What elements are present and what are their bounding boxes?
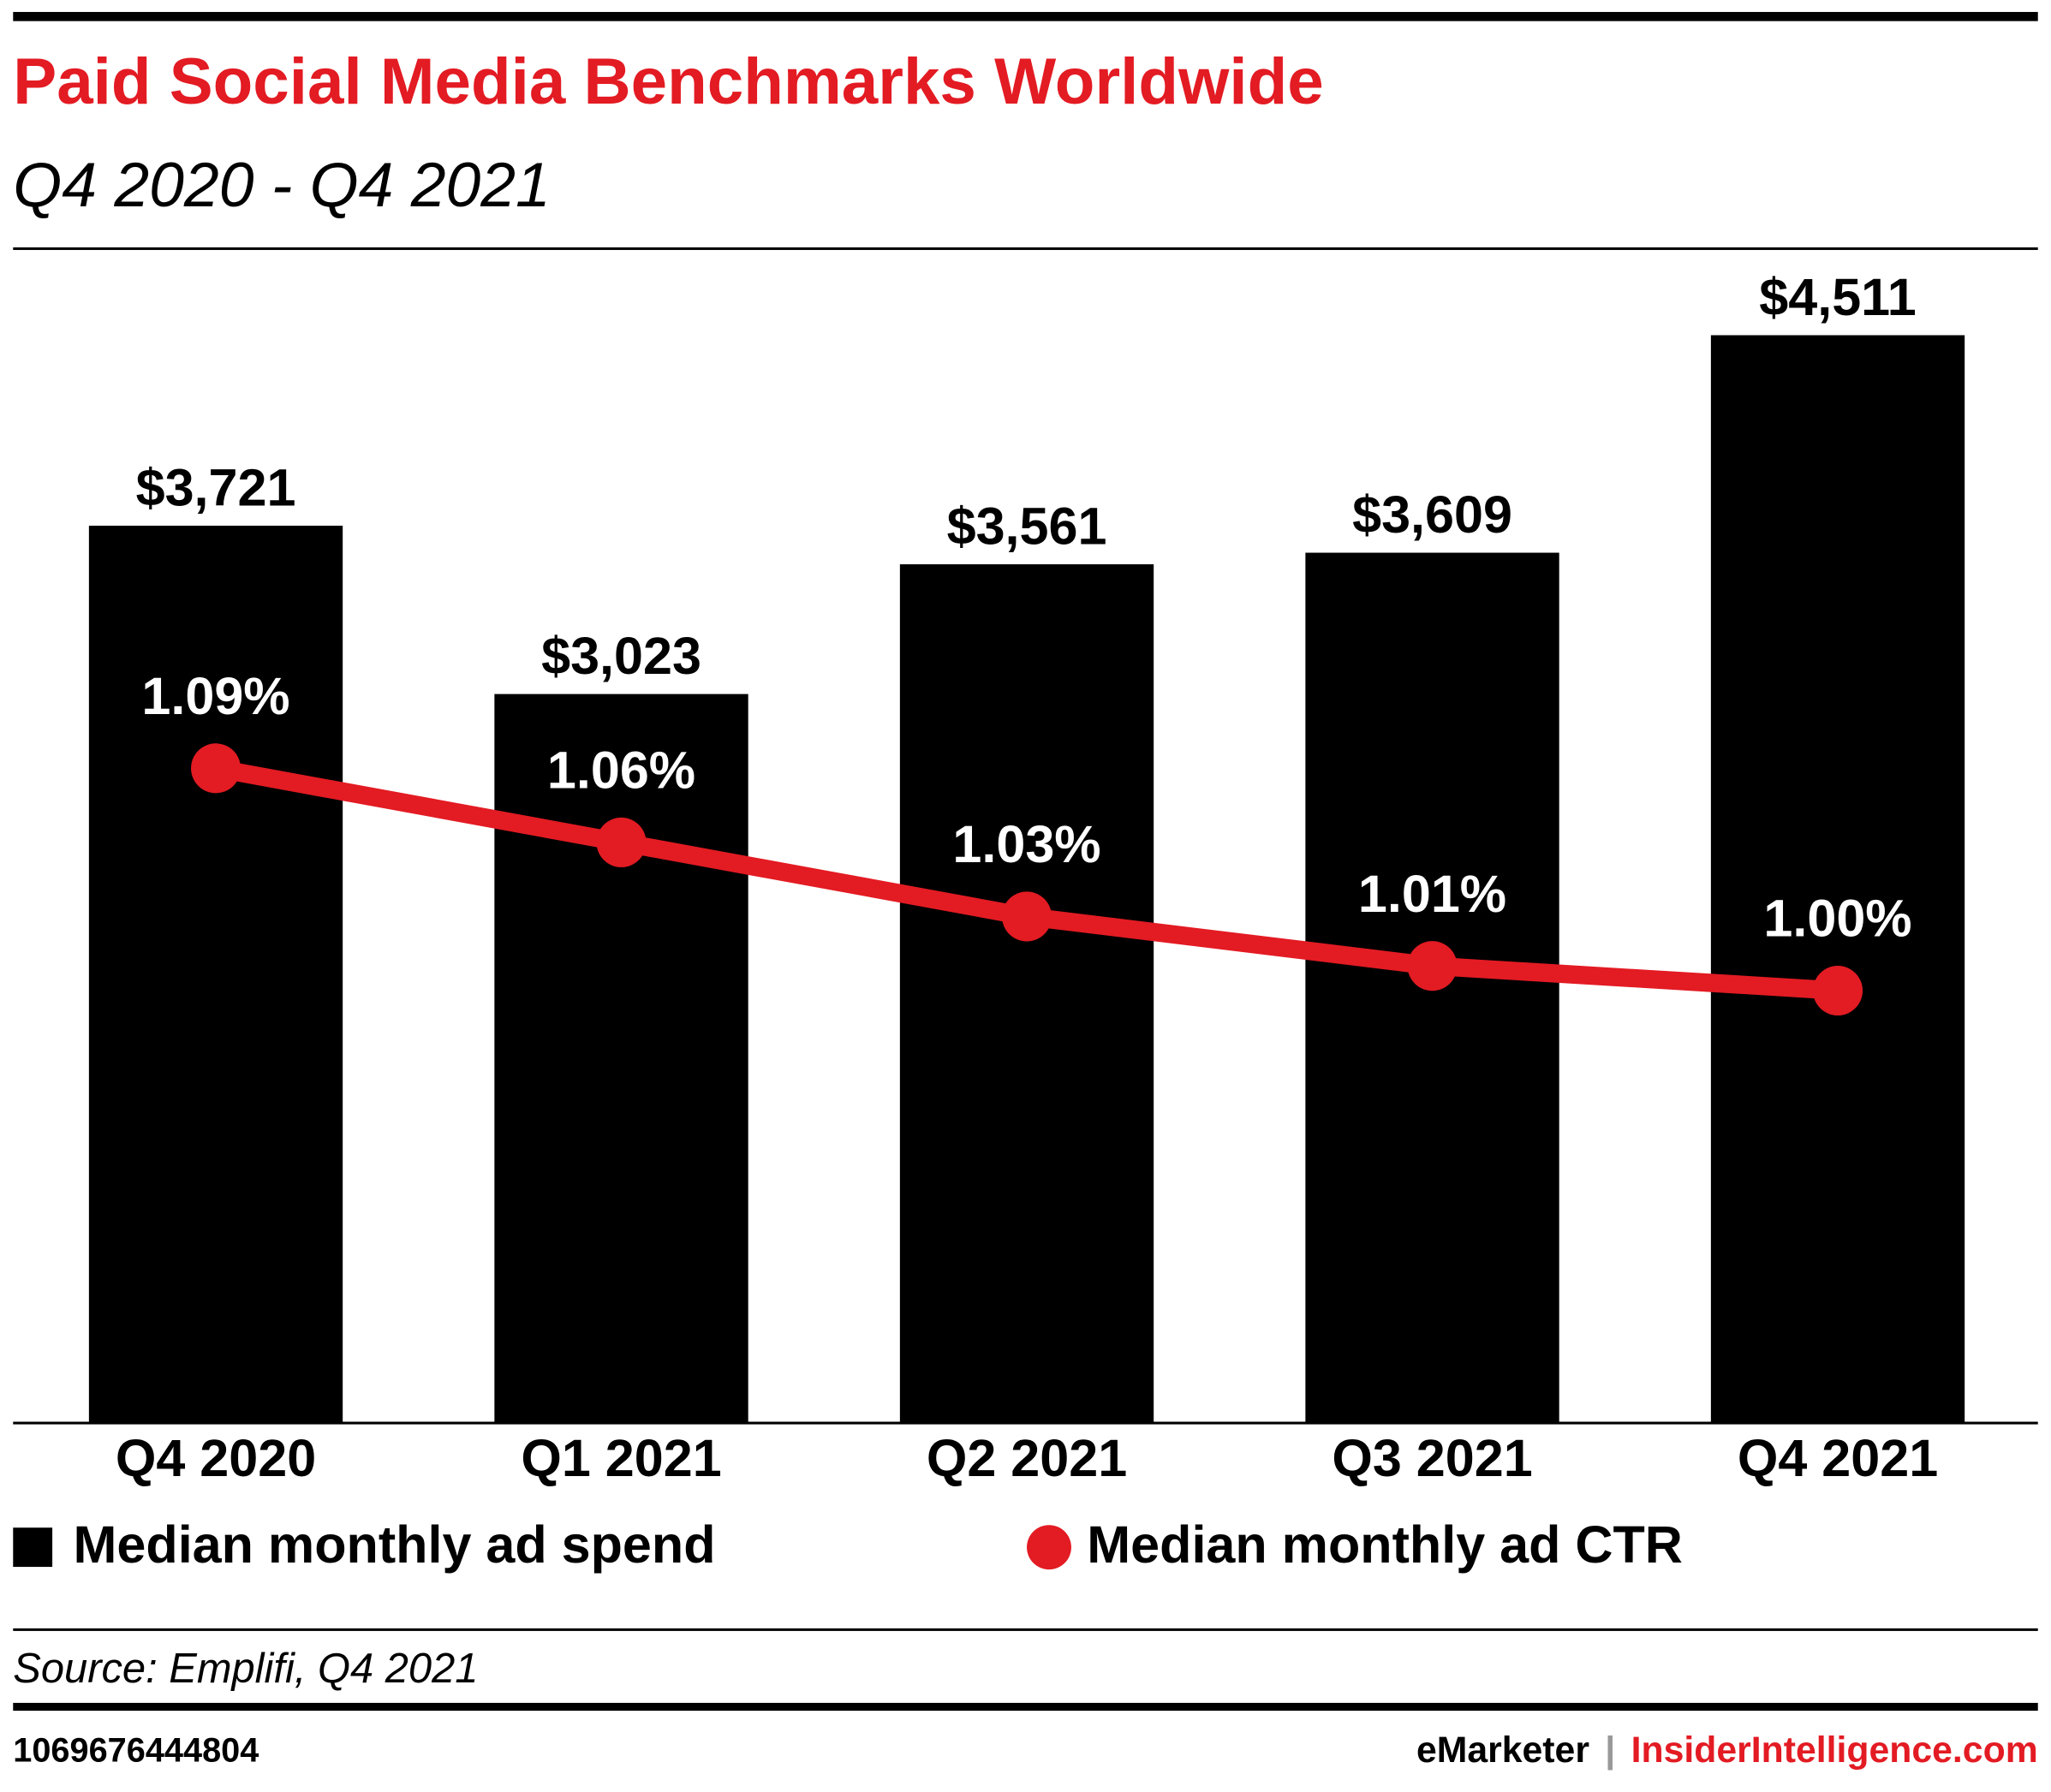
bar-value-label: $3,561 xyxy=(947,497,1107,555)
brand: eMarketer xyxy=(1416,1729,1589,1771)
x-tick-label: Q3 2021 xyxy=(1332,1429,1532,1487)
chart-subtitle: Q4 2020 - Q4 2021 xyxy=(13,150,551,220)
line-value-label: 1.06% xyxy=(547,741,695,800)
bar-value-label: $3,609 xyxy=(1352,485,1512,544)
line-value-label: 1.00% xyxy=(1763,890,1911,948)
bar xyxy=(899,564,1154,1424)
x-tick-label: Q2 2021 xyxy=(927,1429,1127,1487)
legend-swatch xyxy=(13,1527,53,1568)
chart-title: Paid Social Media Benchmarks Worldwide xyxy=(13,45,1323,118)
rule xyxy=(13,1702,2038,1712)
x-tick-label: Q4 2020 xyxy=(116,1429,316,1487)
legend: Median monthly ad spend Median monthly ad… xyxy=(13,1515,1683,1574)
rule xyxy=(13,1628,2038,1631)
x-tick-label: Q1 2021 xyxy=(521,1429,721,1487)
bar-value-label: $3,721 xyxy=(136,458,296,516)
line-point xyxy=(191,743,241,794)
line-point xyxy=(596,817,647,867)
bar-value-label: $4,511 xyxy=(1759,268,1916,326)
bar-value-label: $3,023 xyxy=(541,627,701,685)
line-value-label: 1.01% xyxy=(1358,865,1506,923)
line-point xyxy=(1002,891,1052,942)
source: Source: Emplifi, Q4 2021 xyxy=(13,1646,478,1692)
legend-label: Median monthly ad CTR xyxy=(1087,1515,1683,1574)
chart-id: 1069676444804 xyxy=(13,1731,259,1769)
bar xyxy=(1710,335,1965,1424)
plot-area: $3,721 $3,023 $3,561 $3,609 $4,511 1.09% 1.06%… xyxy=(88,268,1965,1424)
line-value-label: 1.09% xyxy=(141,667,289,725)
separator: | xyxy=(1605,1729,1615,1771)
x-tick-label: Q4 2021 xyxy=(1738,1429,1938,1487)
rule xyxy=(13,247,2038,250)
bar xyxy=(494,694,748,1424)
legend-label: Median monthly ad spend xyxy=(74,1515,716,1574)
baseline xyxy=(13,1421,2038,1425)
top-rule xyxy=(13,11,2038,21)
site: InsiderIntelligence.com xyxy=(1631,1729,2038,1771)
footer-brand: eMarketer | InsiderIntelligence.com xyxy=(1416,1729,2038,1771)
line-point xyxy=(1407,941,1458,991)
line-point xyxy=(1813,966,1863,1016)
bar xyxy=(88,526,343,1424)
line-value-label: 1.03% xyxy=(952,815,1100,873)
legend-swatch xyxy=(1027,1525,1071,1570)
